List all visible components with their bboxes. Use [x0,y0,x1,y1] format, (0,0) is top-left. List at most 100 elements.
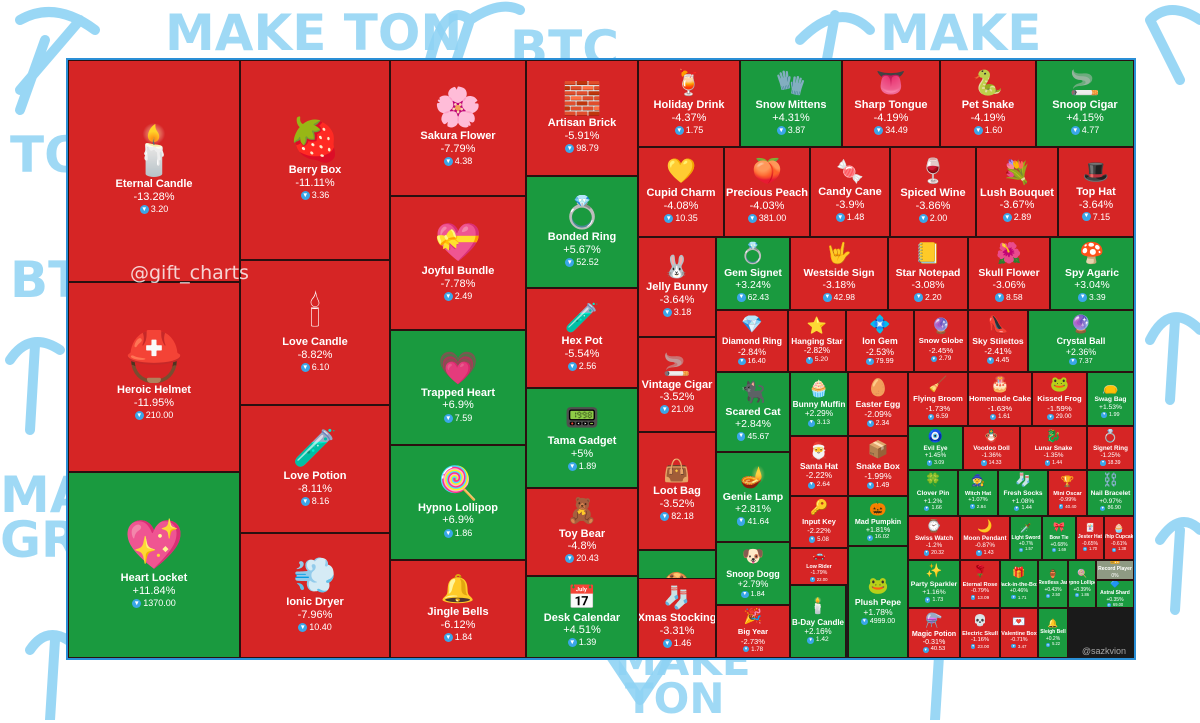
gift-price-value: 22.00 [816,576,828,582]
treemap-cell[interactable]: 🍑 Precious Peach -4.03% ▼ 381.00 [724,147,810,237]
treemap-cell[interactable]: 🐈‍⬛ Scared Cat +2.84% ▼ 45.67 [716,372,790,452]
treemap-cell[interactable]: 📦 Snake Box -1.99% ▼ 1.49 [848,436,908,496]
treemap-cell[interactable]: 🪆 Voodoo Doll -1.36% ▼ 14.33 [963,426,1020,470]
treemap-cell[interactable]: 🔷 Astral Shard +0.35% ▼ 69.00 [1096,580,1134,608]
treemap-cell[interactable]: 💍 Gem Signet +3.24% ▼ 62.43 [716,237,790,310]
treemap-cell[interactable]: 🔔 Jingle Bells -6.12% ▼ 1.84 [390,560,526,658]
treemap-cell[interactable]: 🔮 Snow Globe -2.45% ▼ 2.79 [914,310,968,372]
treemap-cell[interactable]: 🍬 Candy Cane -3.9% ▼ 1.48 [810,147,890,237]
treemap-cell[interactable]: 🃏 Jester Hat -0.65% ▼ 1.70 [1076,516,1104,560]
treemap-cell[interactable]: 🚗 Low Rider -1.79% ▼ 22.00 [790,548,848,585]
treemap-cell[interactable]: 📒 Star Notepad -3.08% ▼ 2.20 [888,237,968,310]
treemap-cell[interactable]: 🌺 Skull Flower -3.06% ▼ 8.58 [968,237,1050,310]
ton-icon: ▼ [736,431,746,441]
treemap-cell[interactable]: 🧤 Snow Mittens +4.31% ▼ 3.87 [740,60,842,147]
treemap-cell[interactable]: 🥚 Easter Egg -2.09% ▼ 2.34 [848,372,908,436]
treemap-cell[interactable]: 🧹 Flying Broom -1.73% ▼ 6.59 [908,372,968,426]
treemap-cell[interactable]: 🍓 Berry Box -11.11% ▼ 3.36 [240,60,390,260]
treemap-cell[interactable]: 👠 Sky Stilettos -2.41% ▼ 4.45 [968,310,1028,372]
treemap-cell[interactable]: 🕯 Love Candle -8.82% ▼ 6.10 [240,260,390,405]
treemap-cell[interactable]: 👝 Swag Bag +1.53% ▼ 1.99 [1087,372,1134,426]
treemap-cell[interactable]: 💝 Joyful Bundle -7.78% ▼ 2.49 [390,196,526,330]
gift-price-value: 1.39 [578,637,597,648]
treemap-cell[interactable]: 🎀 Bow Tie +0.68% ▼ 1.69 [1042,516,1076,560]
treemap-cell[interactable]: 🍭 Hypno Lollipop +6.9% ▼ 1.86 [390,445,526,560]
treemap-cell[interactable]: 🐸 Kissed Frog -1.59% ▼ 29.00 [1032,372,1087,426]
treemap-cell[interactable]: 💌 Valentine Box -0.71% ▼ 3.47 [1000,608,1038,658]
treemap-cell[interactable]: 🎁 Jack-in-the-Box +0.46% ▼ 1.71 [1000,560,1038,608]
ton-icon: ▼ [918,213,928,223]
treemap-cell[interactable]: 🌸 Sakura Flower -7.79% ▼ 4.38 [390,60,526,196]
treemap-cell[interactable]: 🕯️ Eternal Candle -13.28% ▼ 3.20 [68,60,240,282]
treemap-cell[interactable]: 👜 Loot Bag -3.52% ▼ 82.18 [638,432,716,550]
treemap-cell[interactable]: ⭐ Hanging Star -2.82% ▼ 5.20 [788,310,846,372]
treemap-cell[interactable]: 🍷 Spiced Wine -3.86% ▼ 2.00 [890,147,976,237]
treemap-cell[interactable]: 🎉 Big Year -2.73% ▼ 1.78 [716,605,790,658]
treemap-cell[interactable]: 🎅 Santa Hat -2.22% ▼ 2.64 [790,436,848,496]
treemap-cell[interactable]: 🧸 Toy Bear -4.8% ▼ 20.43 [526,488,638,576]
treemap-cell[interactable]: 🔑 Input Key -2.22% ▼ 5.08 [790,496,848,548]
treemap-cell[interactable]: ⚗️ Magic Potion -0.31% ▼ 40.53 [908,608,960,658]
gift-icon: 🐶 [742,546,764,567]
treemap-cell[interactable]: 💖 Heart Locket +11.84% ▼ 1370.00 [68,472,240,658]
treemap-cell[interactable]: 🎂 Homemade Cake -1.63% ▼ 1.61 [968,372,1032,426]
treemap-cell[interactable]: 💀 Electric Skull -1.16% ▼ 23.00 [960,608,1000,658]
treemap-cell[interactable]: 🐶 Snoop Dogg +2.79% ▼ 1.84 [716,542,790,605]
treemap-cell[interactable]: 🌹 Eternal Rose -0.79% ▼ 13.09 [960,560,1000,608]
treemap-cell[interactable]: ⌚ Swiss Watch -1.2% ▼ 20.32 [908,516,960,560]
treemap-cell[interactable]: 🧁Whip Cupcake-0.61%▼1.38 [1104,516,1134,560]
treemap-cell[interactable]: 📟 Tama Gadget +5% ▼ 1.89 [526,388,638,488]
treemap-cell[interactable]: 🪔 Genie Lamp +2.81% ▼ 41.64 [716,452,790,542]
treemap-cell[interactable]: ✨ Party Sparkler +1.16% ▼ 1.73 [908,560,960,608]
treemap-cell[interactable]: 🧁 Bunny Muffin +2.29% ▼ 3.13 [790,372,848,436]
gift-name: Spiced Wine [900,187,966,200]
treemap-cell[interactable]: 💗 Trapped Heart +6.9% ▼ 7.59 [390,330,526,445]
gift-name: Star Notepad [895,267,961,279]
treemap-cell[interactable]: 💎 Diamond Ring -2.84% ▼ 16.40 [716,310,788,372]
gift-price: ▼ 1.38 [1111,546,1126,552]
treemap-cell[interactable]: 🍹 Holiday Drink -4.37% ▼ 1.75 [638,60,740,147]
treemap-cell[interactable]: 🏆 Mini Oscar -0.99% ▼ 40.40 [1048,470,1087,516]
treemap-cell[interactable]: 🧪 Hex Pot -5.54% ▼ 2.56 [526,288,638,388]
treemap-cell[interactable]: 💨 Ionic Dryer -7.96% ▼ 10.40 [240,533,390,658]
treemap-cell[interactable]: 🚬 Vintage Cigar -3.52% ▼ 21.09 [638,337,716,432]
treemap-cell[interactable]: 🧦 Fresh Socks +1.08% ▼ 1.44 [998,470,1048,516]
treemap-cell[interactable]: 🧱 Artisan Brick -5.91% ▼ 98.79 [526,60,638,176]
treemap-cell[interactable]: 🗡️ Light Sword +0.7% ▼ 1.57 [1010,516,1042,560]
treemap-cell[interactable]: 🎃 Mad Pumpkin +1.81% ▼ 16.02 [848,496,908,546]
treemap-cell[interactable]: 🧦 Xmas Stocking -3.31% ▼ 1.46 [638,578,716,658]
gift-price-value: 52.52 [576,256,599,267]
treemap-cell[interactable]: 🧪 Love Potion -8.11% ▼ 8.16 [240,405,390,533]
ton-icon: ▼ [926,460,933,466]
gift-name: Bonded Ring [547,230,617,243]
treemap-cell[interactable]: 🐉 Lunar Snake -1.35% ▼ 1.44 [1020,426,1087,470]
treemap-cell[interactable]: 👅 Sharp Tongue -4.19% ▼ 34.49 [842,60,940,147]
treemap-cell[interactable]: 🐍 Pet Snake -4.19% ▼ 1.60 [940,60,1036,147]
treemap-cell[interactable]: 🕯️ B-Day Candle +2.16% ▼ 1.42 [790,585,846,658]
treemap-cell[interactable]: 💐 Lush Bouquet -3.67% ▼ 2.89 [976,147,1058,237]
treemap-cell[interactable]: 🔮 Crystal Ball +2.36% ▼ 7.37 [1028,310,1134,372]
treemap-cell[interactable]: 📅 Desk Calendar +4.51% ▼ 1.39 [526,576,638,658]
treemap-cell[interactable]: ⛑️ Heroic Helmet -11.95% ▼ 210.00 [68,282,240,472]
ton-icon: ▼ [674,125,684,135]
treemap-cell[interactable]: 🐰 Jelly Bunny -3.64% ▼ 3.18 [638,237,716,337]
treemap-cell[interactable]: 🏺 Restless Jar +0.43% ▼ 2.50 [1038,560,1068,608]
treemap-cell[interactable]: ⛓️ Nail Bracelet +0.97% ▼ 86.90 [1087,470,1134,516]
treemap-cell[interactable]: 💍 Bonded Ring +5.67% ▼ 52.52 [526,176,638,288]
treemap-cell[interactable]: 🧙 Witch Hat +1.07% ▼ 2.84 [958,470,998,516]
treemap-cell[interactable]: 🍄 Spy Agaric +3.04% ▼ 3.39 [1050,237,1134,310]
gift-icon: 🌸 [434,87,482,130]
treemap-cell[interactable]: 🐸 Plush Pepe +1.78% ▼ 4999.00 [848,546,908,658]
treemap-cell[interactable]: 🌙 Moon Pendant -0.87% ▼ 1.43 [960,516,1010,560]
treemap-cell[interactable]: 🔔 Sleigh Bell +0.2% ▼ 5.22 [1038,608,1068,658]
treemap-cell[interactable]: 💍 Signet Ring -1.25% ▼ 18.39 [1087,426,1134,470]
treemap-cell[interactable]: 🤟 Westside Sign -3.18% ▼ 42.98 [790,237,888,310]
treemap-cell[interactable]: 🧿 Evil Eye +1.45% ▼ 3.09 [908,426,963,470]
treemap-cell[interactable]: 🍭Hypno Lollipop+0.39%▼1.86 [1068,560,1096,608]
treemap-cell[interactable]: 🎩 Top Hat -3.64% ▼ 7.15 [1058,147,1134,237]
treemap-cell[interactable]: 🚬 Snoop Cigar +4.15% ▼ 4.77 [1036,60,1134,147]
treemap-cell[interactable]: 🍀 Clover Pin +1.2% ▼ 1.66 [908,470,958,516]
treemap-cell[interactable]: 💠 Ion Gem -2.53% ▼ 79.99 [846,310,914,372]
treemap-cell[interactable]: 💛 Cupid Charm -4.08% ▼ 10.35 [638,147,724,237]
